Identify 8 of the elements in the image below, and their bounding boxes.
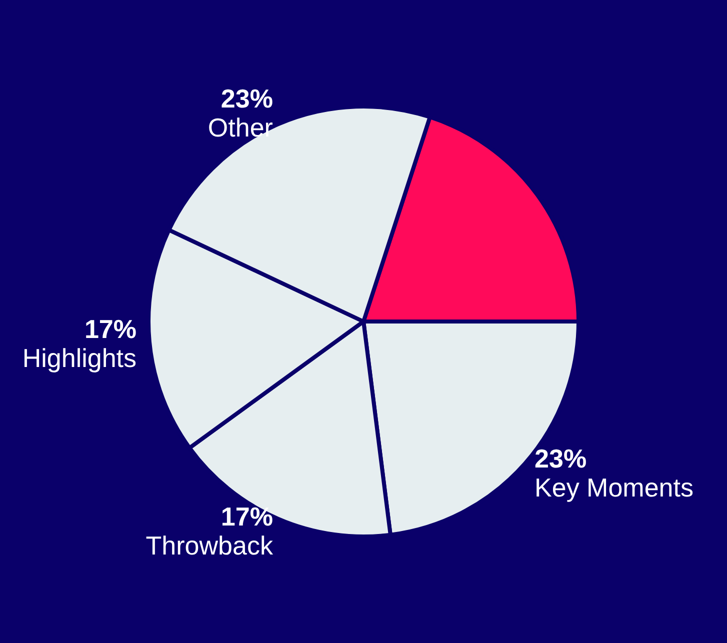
data-label: 23%: [220, 83, 273, 114]
slice-label: Other: [208, 112, 274, 142]
slice-label: Throwback: [146, 530, 274, 561]
data-label: 17%: [220, 502, 273, 532]
slice-label: Key Moments: [534, 472, 694, 502]
slice-label: Highlights: [22, 342, 137, 373]
data-label: 23%: [534, 443, 587, 474]
data-label: 17%: [84, 314, 137, 344]
